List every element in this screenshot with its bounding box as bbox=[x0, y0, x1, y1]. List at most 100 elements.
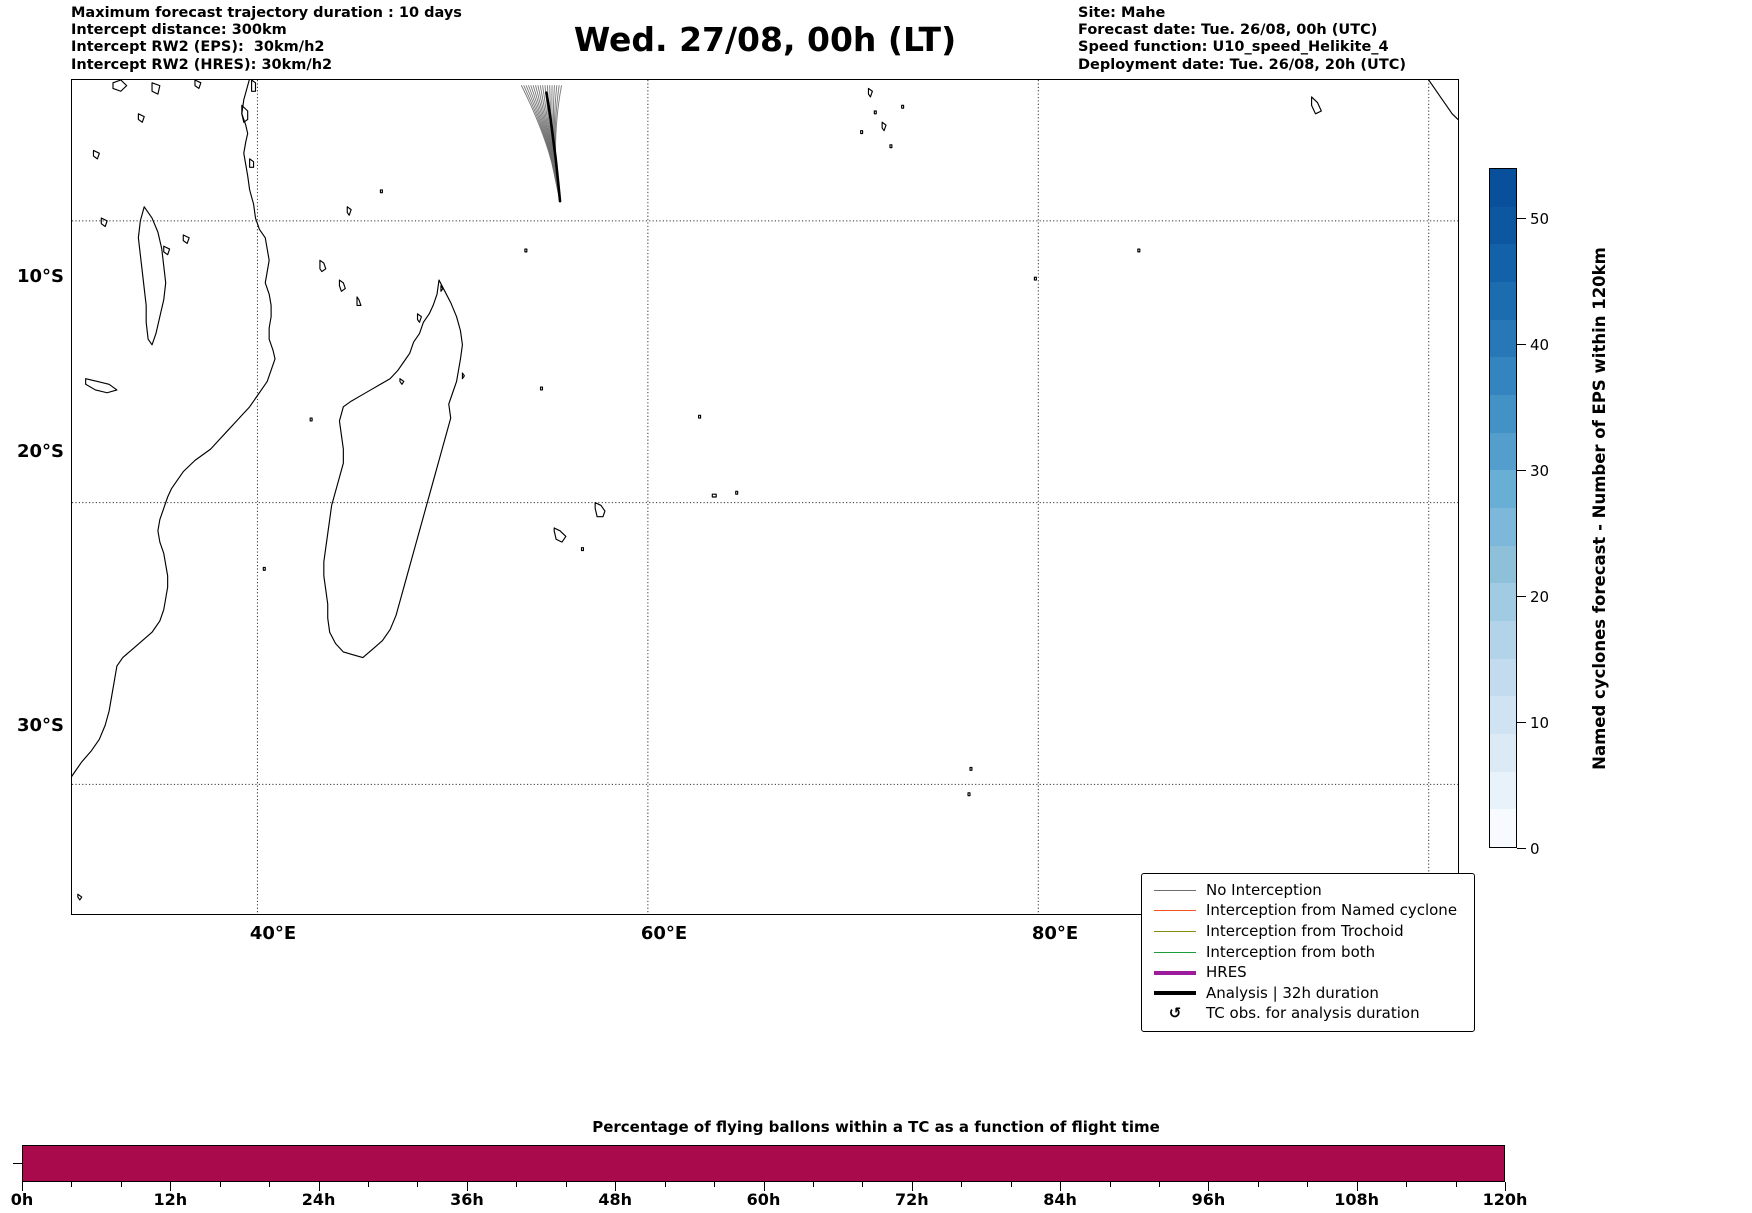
time-tick-minor bbox=[516, 1182, 518, 1187]
colorbar-band bbox=[1490, 771, 1516, 810]
coastline-segment bbox=[323, 279, 464, 659]
coastline-segment bbox=[1428, 80, 1458, 121]
time-tick-major bbox=[1060, 1182, 1062, 1191]
coastline-segment bbox=[1033, 276, 1037, 281]
time-tick-label: 48h bbox=[598, 1190, 633, 1209]
legend-item-no-interception[interactable]: No Interception bbox=[1151, 880, 1465, 901]
time-tick-label: 12h bbox=[153, 1190, 188, 1209]
time-tick-minor bbox=[417, 1182, 419, 1187]
time-tick-minor bbox=[71, 1182, 73, 1187]
time-tick-label: 72h bbox=[894, 1190, 929, 1209]
coastline-segment bbox=[151, 82, 161, 95]
analysis-track bbox=[545, 91, 562, 203]
time-tick-label: 0h bbox=[10, 1190, 34, 1209]
time-tick-minor bbox=[862, 1182, 864, 1187]
time-tick-minor bbox=[219, 1182, 221, 1187]
coastline-segment bbox=[241, 104, 249, 123]
coastline-segment bbox=[416, 313, 422, 323]
header-left-info: Maximum forecast trajectory duration : 1… bbox=[71, 5, 462, 74]
legend-line bbox=[1154, 970, 1196, 975]
time-tick-label: 60h bbox=[746, 1190, 781, 1209]
coastlines bbox=[72, 80, 1458, 901]
legend-item-tc-observation[interactable]: ↺ TC obs. for analysis duration bbox=[1151, 1004, 1465, 1025]
colorbar-band bbox=[1490, 809, 1516, 847]
time-tick-minor bbox=[1158, 1182, 1160, 1187]
colorbar-band bbox=[1490, 432, 1516, 471]
coastline-segment bbox=[580, 547, 585, 552]
time-tick-major bbox=[22, 1182, 23, 1191]
percentage-bar-ytick bbox=[13, 1163, 22, 1164]
time-tick-minor bbox=[1257, 1182, 1259, 1187]
map-legend[interactable]: No Interception Interception from Named c… bbox=[1141, 873, 1475, 1033]
coastline-segment bbox=[251, 80, 257, 92]
coastline-segment bbox=[100, 217, 108, 228]
colorbar-band bbox=[1490, 620, 1516, 659]
legend-item-interception-trochoid[interactable]: Interception from Trochoid bbox=[1151, 921, 1465, 942]
time-tick-major bbox=[615, 1182, 617, 1191]
time-tick-major bbox=[1356, 1182, 1358, 1191]
coastline-segment bbox=[77, 893, 83, 901]
time-tick-major bbox=[911, 1182, 913, 1191]
coastline-segment bbox=[735, 490, 739, 495]
time-tick-minor bbox=[1307, 1182, 1309, 1187]
time-tick-minor bbox=[1455, 1182, 1457, 1187]
info-line: Maximum forecast trajectory duration : 1… bbox=[71, 5, 462, 21]
colorbar-tick-label: 50 bbox=[1530, 210, 1550, 229]
map-panel[interactable] bbox=[71, 79, 1459, 915]
time-tick-minor bbox=[269, 1182, 271, 1187]
time-tick-label: 24h bbox=[301, 1190, 336, 1209]
colorbar-tick bbox=[1517, 470, 1526, 472]
coastline-segment bbox=[873, 110, 877, 115]
legend-item-interception-named-cyclone[interactable]: Interception from Named cyclone bbox=[1151, 901, 1465, 922]
info-line: Intercept RW2 (HRES): 30km/h2 bbox=[71, 56, 333, 73]
colorbar[interactable]: 0 10 20 30 40 50 bbox=[1489, 168, 1549, 858]
time-tick-minor bbox=[812, 1182, 814, 1187]
time-tick-major bbox=[763, 1182, 765, 1191]
coastline-segment bbox=[356, 296, 362, 306]
legend-line-swatch bbox=[1151, 991, 1199, 996]
legend-line-swatch bbox=[1151, 889, 1199, 891]
time-tick-label: 108h bbox=[1334, 1190, 1380, 1209]
colorbar-title: Named cyclones forecast - Number of EPS … bbox=[1586, 168, 1612, 848]
info-line: Deployment date: Tue. 26/08, 20h (UTC) bbox=[1078, 56, 1406, 73]
legend-line-swatch bbox=[1151, 970, 1199, 975]
trajectory-bundle bbox=[520, 85, 562, 203]
colorbar-band bbox=[1490, 281, 1516, 320]
legend-item-label: Interception from Named cyclone bbox=[1206, 901, 1458, 920]
coastline-segment bbox=[338, 279, 346, 292]
colorbar-band bbox=[1490, 357, 1516, 395]
coastline-segment bbox=[379, 189, 383, 194]
coastline-segment bbox=[137, 113, 145, 123]
colorbar-tick bbox=[1517, 722, 1526, 724]
time-tick-minor bbox=[1109, 1182, 1111, 1187]
legend-line bbox=[1154, 991, 1196, 996]
time-tick-label: 96h bbox=[1191, 1190, 1226, 1209]
colorbar-band bbox=[1490, 244, 1516, 282]
coastline-segment bbox=[112, 80, 128, 92]
coastline-segment bbox=[901, 104, 905, 109]
percentage-bar[interactable] bbox=[22, 1145, 1505, 1182]
coastline-segment bbox=[889, 144, 893, 149]
info-line: Site: Mahe bbox=[1078, 5, 1166, 21]
legend-item-analysis[interactable]: Analysis | 32h duration bbox=[1151, 983, 1465, 1004]
colorbar-band bbox=[1490, 696, 1516, 734]
colorbar-tick bbox=[1517, 596, 1526, 598]
colorbar-title-text: Named cyclones forecast - Number of EPS … bbox=[1589, 246, 1609, 770]
legend-line-swatch bbox=[1151, 910, 1199, 912]
colorbar-band bbox=[1490, 319, 1516, 358]
legend-item-hres[interactable]: HRES bbox=[1151, 962, 1465, 983]
lon-tick-label: 60°E bbox=[640, 923, 688, 944]
legend-item-interception-both[interactable]: Interception from both bbox=[1151, 942, 1465, 963]
coastline-segment bbox=[182, 234, 190, 244]
coastline-segment bbox=[1311, 96, 1322, 115]
colorbar-band bbox=[1490, 545, 1516, 584]
time-tick-label: 36h bbox=[450, 1190, 484, 1209]
info-line: Intercept RW2 (EPS): 30km/h2 bbox=[71, 39, 325, 56]
colorbar-tick-label: 40 bbox=[1530, 336, 1550, 355]
percentage-bar-axis bbox=[22, 1182, 1506, 1191]
info-line: Speed function: U10_speed_Helikite_4 bbox=[1078, 39, 1389, 56]
time-tick-minor bbox=[664, 1182, 666, 1187]
colorbar-band bbox=[1490, 168, 1516, 207]
time-tick-minor bbox=[120, 1182, 122, 1187]
coastline-segment bbox=[319, 259, 327, 273]
